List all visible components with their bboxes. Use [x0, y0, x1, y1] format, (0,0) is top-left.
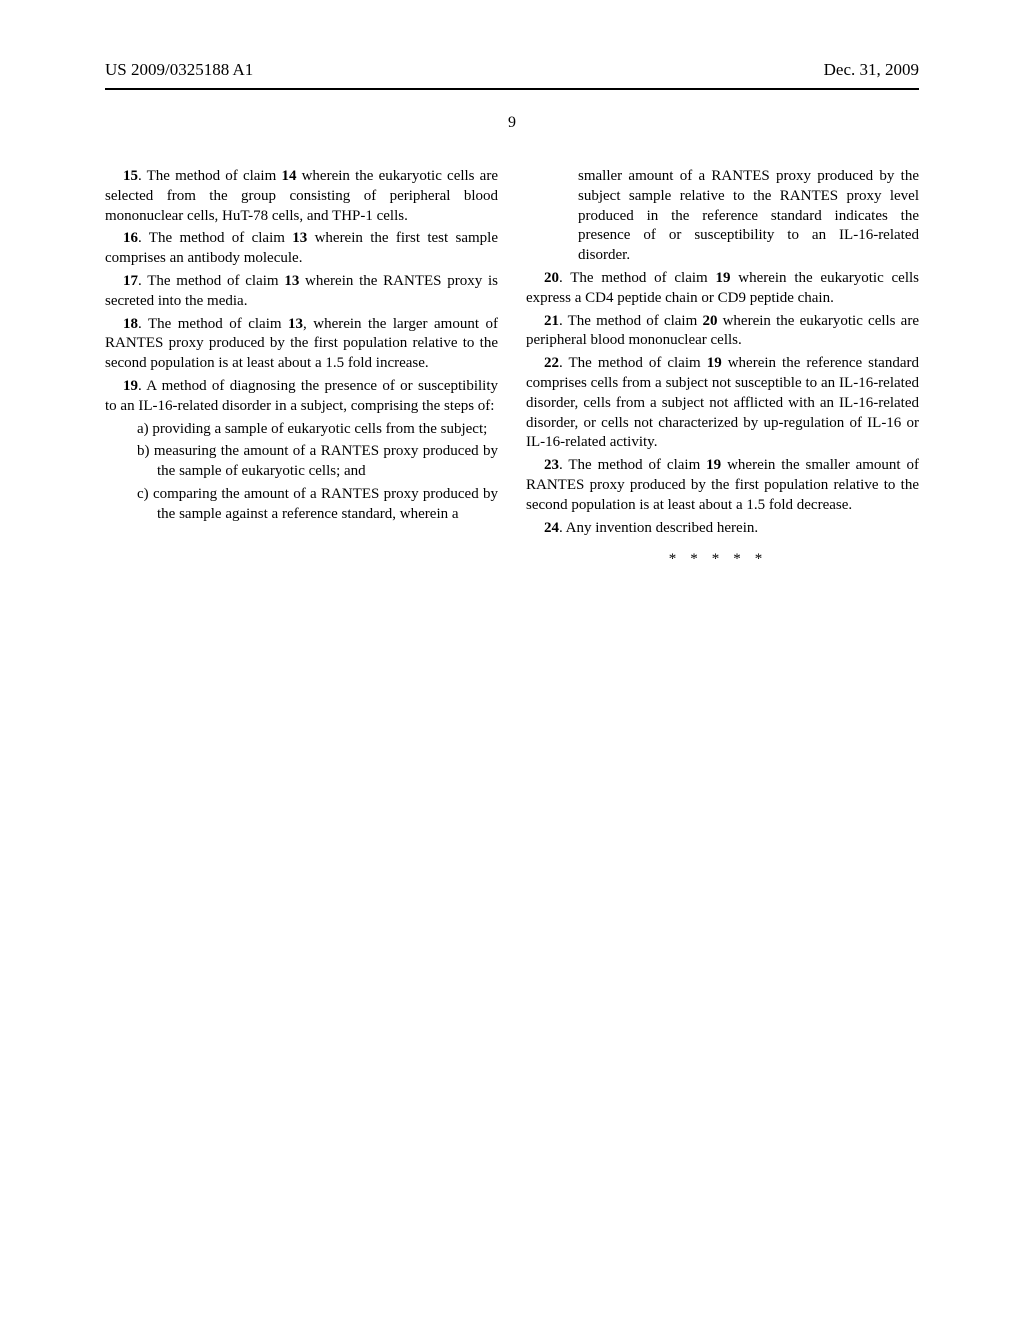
claim-19-step-a: a) providing a sample of eukaryotic cell…: [105, 420, 498, 440]
claim-ref: 13: [292, 230, 307, 246]
claim-number: 24: [544, 520, 559, 536]
claim-ref: 13: [288, 316, 303, 332]
claim-20: 20. The method of claim 19 wherein the e…: [526, 269, 919, 309]
content-columns: 15. The method of claim 14 wherein the e…: [0, 132, 1024, 570]
claim-number: 20: [544, 270, 559, 286]
claim-16: 16. The method of claim 13 wherein the f…: [105, 229, 498, 269]
claim-18: 18. The method of claim 13, wherein the …: [105, 315, 498, 374]
claim-text: . The method of claim: [559, 313, 702, 329]
left-column: 15. The method of claim 14 wherein the e…: [105, 167, 498, 570]
claim-text: . The method of claim: [138, 168, 281, 184]
claim-21: 21. The method of claim 20 wherein the e…: [526, 312, 919, 352]
claim-17: 17. The method of claim 13 wherein the R…: [105, 272, 498, 312]
claim-19-step-b: b) measuring the amount of a RANTES prox…: [105, 442, 498, 482]
claim-number: 15: [123, 168, 138, 184]
claim-22: 22. The method of claim 19 wherein the r…: [526, 354, 919, 453]
claim-number: 16: [123, 230, 138, 246]
header-rule: [105, 88, 919, 90]
claim-number: 23: [544, 457, 559, 473]
claim-ref: 13: [284, 273, 299, 289]
claim-number: 22: [544, 355, 559, 371]
claim-text: . The method of claim: [138, 230, 292, 246]
claim-19-continuation: smaller amount of a RANTES proxy produce…: [526, 167, 919, 266]
claim-number: 21: [544, 313, 559, 329]
publication-number: US 2009/0325188 A1: [105, 60, 253, 80]
claim-text: . The method of claim: [138, 316, 288, 332]
claim-ref: 20: [702, 313, 717, 329]
claim-23: 23. The method of claim 19 wherein the s…: [526, 456, 919, 515]
claim-number: 18: [123, 316, 138, 332]
claim-text: . The method of claim: [138, 273, 284, 289]
claim-19-intro: 19. A method of diagnosing the presence …: [105, 377, 498, 417]
claim-ref: 14: [281, 168, 296, 184]
claim-number: 19: [123, 378, 138, 394]
page-number: 9: [0, 114, 1024, 132]
page-header: US 2009/0325188 A1 Dec. 31, 2009: [0, 0, 1024, 88]
end-of-claims-marker: *****: [526, 550, 919, 570]
claim-ref: 19: [715, 270, 730, 286]
publication-date: Dec. 31, 2009: [824, 60, 919, 80]
claim-24: 24. Any invention described herein.: [526, 519, 919, 539]
claim-ref: 19: [707, 355, 722, 371]
right-column: smaller amount of a RANTES proxy produce…: [526, 167, 919, 570]
claim-text: . The method of claim: [559, 355, 707, 371]
claim-text: . Any invention described herein.: [559, 520, 758, 536]
claim-text: . A method of diagnosing the presence of…: [105, 378, 498, 414]
claim-ref: 19: [706, 457, 721, 473]
claim-text: . The method of claim: [559, 270, 715, 286]
claim-text: . The method of claim: [559, 457, 706, 473]
claim-19-step-c: c) comparing the amount of a RANTES prox…: [105, 485, 498, 525]
claim-15: 15. The method of claim 14 wherein the e…: [105, 167, 498, 226]
claim-number: 17: [123, 273, 138, 289]
